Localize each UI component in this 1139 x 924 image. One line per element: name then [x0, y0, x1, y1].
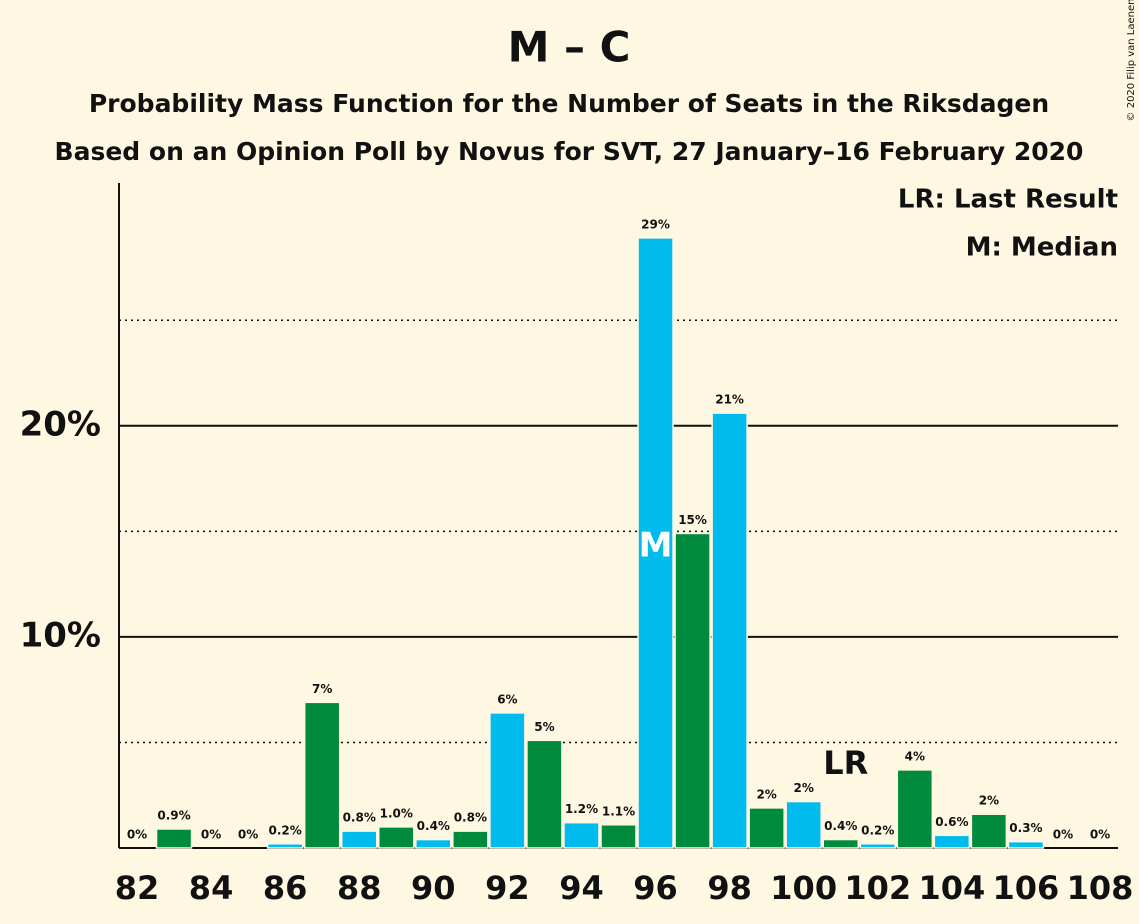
bar: [711, 412, 748, 849]
value-label: 0%: [1053, 828, 1073, 842]
bar: [415, 838, 452, 849]
bar: [563, 821, 600, 849]
median-marker: M: [639, 526, 673, 566]
value-label: 15%: [678, 513, 707, 527]
value-label: 0%: [1090, 828, 1110, 842]
value-label: 2%: [794, 781, 814, 795]
value-label: 5%: [534, 720, 554, 734]
bar: [896, 769, 934, 849]
y-tick-label: 20%: [20, 404, 101, 444]
bar: [933, 834, 971, 849]
bar: [748, 807, 785, 849]
value-label: 0.6%: [935, 815, 968, 829]
chart-subtitle: Based on an Opinion Poll by Novus for SV…: [55, 137, 1084, 166]
last-result-marker: LR: [823, 744, 868, 782]
x-tick-label: 92: [485, 869, 530, 907]
value-label: 2%: [979, 794, 999, 808]
chart-subtitle: Probability Mass Function for the Number…: [89, 89, 1049, 118]
value-label: 0%: [201, 828, 221, 842]
x-tick-label: 108: [1067, 869, 1134, 907]
value-label: 0.8%: [343, 811, 376, 825]
value-label: 0%: [127, 828, 147, 842]
x-tick-label: 94: [559, 869, 604, 907]
legend-text: M: Median: [966, 233, 1118, 263]
x-tick-label: 84: [189, 869, 234, 907]
bar: [600, 824, 637, 849]
value-label: 0.9%: [157, 809, 190, 823]
value-label: 29%: [641, 217, 670, 231]
bar: [303, 701, 341, 849]
value-label: 1.0%: [380, 806, 413, 820]
value-label: 21%: [715, 393, 744, 407]
x-tick-label: 90: [411, 869, 456, 907]
x-tick-label: 88: [337, 869, 382, 907]
x-tick-label: 102: [844, 869, 911, 907]
bar: [970, 813, 1008, 849]
value-label: 4%: [905, 749, 925, 763]
value-label: 7%: [312, 682, 332, 696]
bar: [155, 828, 193, 849]
x-tick-label: 96: [633, 869, 678, 907]
bar: [266, 843, 304, 849]
x-tick-label: 100: [770, 869, 837, 907]
x-tick-label: 98: [707, 869, 752, 907]
value-label: 2%: [756, 787, 776, 801]
value-label: 0.2%: [861, 823, 894, 837]
bar: [637, 237, 674, 849]
value-label: 0.2%: [269, 823, 302, 837]
value-label: 0.4%: [417, 819, 450, 833]
bar: [489, 712, 526, 849]
bar: [526, 739, 563, 849]
bar: [1007, 840, 1045, 849]
chart-title: M – C: [508, 23, 631, 72]
value-label: 0.3%: [1009, 821, 1042, 835]
value-label: 6%: [497, 692, 517, 706]
copyright: © 2020 Filip van Laenen: [1126, 0, 1137, 121]
bar: [785, 800, 822, 849]
legend-text: LR: Last Result: [898, 185, 1118, 215]
value-label: 1.1%: [602, 804, 635, 818]
bar: [822, 838, 859, 849]
bar: [452, 830, 489, 849]
x-tick-label: 104: [918, 869, 985, 907]
value-label: 1.2%: [565, 802, 598, 816]
value-label: 0.4%: [824, 819, 857, 833]
x-tick-label: 82: [115, 869, 160, 907]
value-label: 0%: [238, 828, 258, 842]
y-tick-label: 10%: [20, 615, 101, 655]
x-tick-label: 86: [263, 869, 308, 907]
value-label: 0.8%: [454, 811, 487, 825]
x-tick-label: 106: [993, 869, 1060, 907]
bar: [859, 843, 897, 849]
bar: [378, 826, 415, 849]
bar: [340, 830, 378, 849]
bar: [674, 532, 711, 849]
